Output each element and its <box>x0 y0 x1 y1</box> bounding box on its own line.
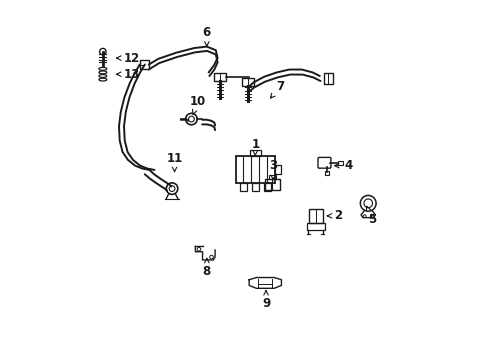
Text: 1: 1 <box>251 138 259 156</box>
Text: 8: 8 <box>203 258 210 278</box>
Text: 10: 10 <box>189 95 205 114</box>
Text: 13: 13 <box>117 68 140 81</box>
Text: 2: 2 <box>326 210 341 222</box>
Text: 11: 11 <box>166 152 183 172</box>
Text: 7: 7 <box>270 80 284 98</box>
Text: 9: 9 <box>262 291 269 310</box>
Text: 5: 5 <box>366 206 375 226</box>
Text: 12: 12 <box>117 51 140 64</box>
Text: 6: 6 <box>203 27 210 46</box>
Text: 4: 4 <box>334 159 352 172</box>
Text: 3: 3 <box>268 159 277 180</box>
